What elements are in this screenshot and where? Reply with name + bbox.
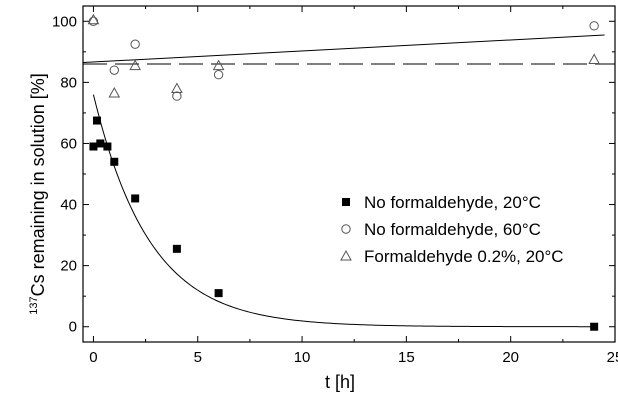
exponential-fit-line	[92, 94, 595, 328]
y-axis-title-main: Cs remaining in solution [%]	[28, 73, 48, 296]
plot-frame	[82, 5, 616, 343]
ticks: 0 5 10 15 20 25 0 20 40 60 80 100	[52, 6, 618, 366]
y-axis-title: 137Cs remaining in solution [%]	[28, 73, 48, 314]
legend-marker-open-circle	[341, 224, 351, 234]
legend-label: Formaldehyde 0.2%, 20°C	[364, 247, 564, 266]
data-point-open-circle	[213, 70, 224, 80]
data-point-filled-square	[92, 116, 101, 125]
y-tick-label: 100	[52, 13, 77, 30]
data-point-open-circle	[88, 16, 99, 26]
data-point-filled-square	[214, 289, 223, 298]
x-tick-label: 25	[607, 349, 618, 366]
data-point-open-triangle	[87, 13, 100, 25]
linear-fit-line	[82, 34, 605, 64]
data-point-filled-square	[131, 194, 140, 203]
data-point-open-circle	[109, 65, 119, 75]
y-tick-label: 0	[69, 319, 77, 336]
x-tick-label: 5	[194, 349, 202, 366]
data-point-filled-square	[172, 244, 181, 253]
data-point-filled-square	[103, 142, 112, 151]
fit-lines	[82, 34, 615, 328]
axes	[82, 5, 616, 343]
legend-marker-filled-square	[342, 198, 350, 206]
legend-label: No formaldehyde, 60°C	[364, 220, 541, 239]
data-point-open-circle	[589, 21, 599, 31]
data-point-open-circle	[172, 91, 182, 101]
x-tick-label: 10	[294, 349, 311, 366]
data-point-filled-square	[110, 157, 119, 166]
y-tick-label: 40	[60, 197, 77, 214]
y-axis-title-superscript: 137	[28, 296, 40, 314]
data-point-open-circle	[130, 39, 140, 49]
x-tick-label: 15	[398, 349, 415, 366]
data-point-filled-square	[590, 322, 599, 331]
data-point-open-triangle	[129, 59, 142, 71]
x-tick-label: 20	[502, 349, 519, 366]
legend-label: No formaldehyde, 20°C	[364, 193, 541, 212]
data-point-open-triangle	[171, 82, 183, 93]
x-tick-label: 0	[89, 349, 97, 366]
data-point-open-triangle	[212, 59, 225, 71]
data-point-open-triangle	[108, 87, 121, 98]
y-tick-label: 20	[60, 258, 77, 275]
y-tick-label: 60	[60, 135, 77, 152]
x-axis-title: t [h]	[325, 372, 355, 392]
legend: No formaldehyde, 20°C No formaldehyde, 60…	[340, 193, 564, 266]
y-tick-label: 80	[60, 74, 77, 91]
data-point-filled-square	[96, 139, 105, 148]
legend-marker-open-triangle	[340, 249, 352, 261]
data-markers	[87, 13, 600, 331]
data-point-open-triangle	[588, 53, 600, 64]
data-point-filled-square	[89, 142, 98, 151]
